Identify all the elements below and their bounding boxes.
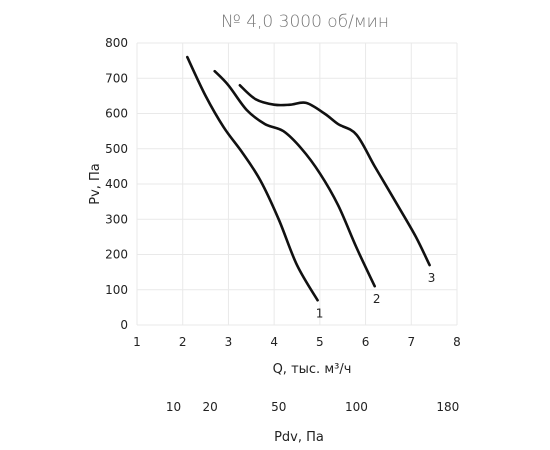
grid	[136, 42, 458, 326]
y-tick-label: 700	[105, 71, 128, 85]
x-tick-label: 6	[362, 335, 370, 349]
secondary-axis-label: Pdv, Па	[274, 430, 324, 445]
secondary-tick-label: 100	[345, 400, 368, 414]
curves	[186, 55, 431, 302]
x-axis-ticks: 1 2 3 4 5 6 7 8	[133, 335, 461, 349]
y-tick-label: 600	[105, 107, 128, 121]
secondary-axis-ticks: 10 20 50 100 180	[166, 400, 459, 414]
y-tick-label: 400	[105, 177, 128, 191]
y-tick-label: 0	[120, 318, 128, 332]
secondary-tick-label: 20	[203, 400, 218, 414]
curve-label-1: 1	[316, 306, 324, 320]
y-tick-label: 300	[105, 212, 128, 226]
x-tick-label: 5	[316, 335, 324, 349]
x-tick-label: 2	[179, 335, 187, 349]
curve-3	[238, 84, 431, 267]
curve-2	[213, 69, 376, 288]
y-axis-label: Pv, Па	[88, 163, 103, 205]
curve-labels: 1 2 3	[316, 271, 436, 320]
secondary-tick-label: 180	[436, 400, 459, 414]
y-tick-label: 500	[105, 142, 128, 156]
secondary-tick-label: 10	[166, 400, 181, 414]
curve-1	[186, 55, 319, 302]
chart-title: № 4,0 3000 об/мин	[221, 12, 389, 32]
x-tick-label: 8	[453, 335, 461, 349]
secondary-tick-label: 50	[271, 400, 286, 414]
y-tick-label: 200	[105, 248, 128, 262]
y-tick-label: 800	[105, 36, 128, 50]
x-tick-label: 1	[133, 335, 141, 349]
x-axis-label: Q, тыс. м³/ч	[273, 362, 352, 377]
curve-label-3: 3	[428, 271, 436, 285]
x-tick-label: 7	[407, 335, 415, 349]
x-tick-label: 4	[270, 335, 278, 349]
curve-label-2: 2	[373, 292, 381, 306]
y-tick-label: 100	[105, 283, 128, 297]
y-axis-ticks: 0 100 200 300 400 500 600 700 800	[105, 36, 128, 332]
x-tick-label: 3	[225, 335, 233, 349]
